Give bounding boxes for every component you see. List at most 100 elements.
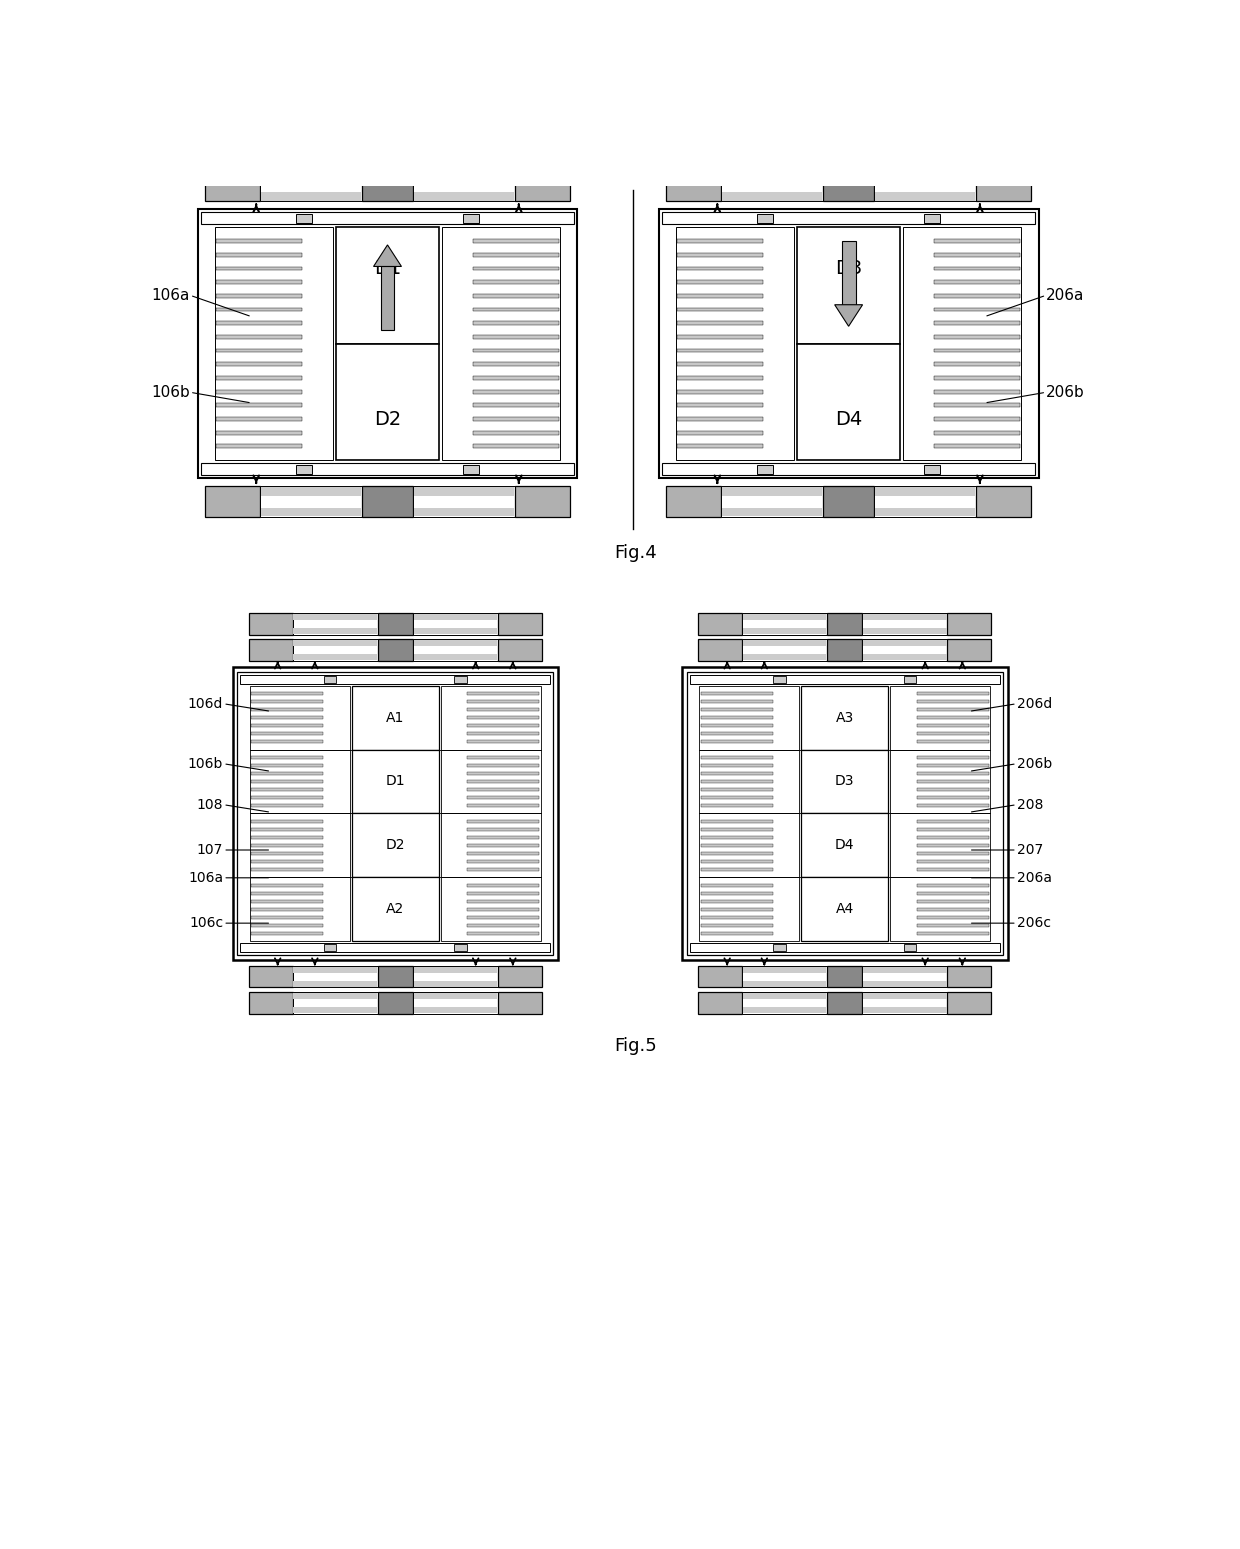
- Bar: [916, 781, 990, 782]
- Bar: [467, 819, 539, 823]
- Bar: [250, 796, 324, 799]
- Bar: [701, 692, 773, 696]
- Bar: [216, 445, 301, 448]
- Bar: [250, 788, 324, 792]
- Bar: [293, 967, 378, 987]
- Bar: [935, 308, 1021, 311]
- Bar: [464, 214, 479, 223]
- Bar: [666, 486, 720, 517]
- Bar: [743, 1007, 826, 1013]
- Bar: [935, 266, 1021, 271]
- Text: 206b: 206b: [1047, 384, 1085, 400]
- Text: 106c: 106c: [188, 915, 223, 929]
- Bar: [935, 252, 1021, 257]
- Bar: [947, 991, 991, 1013]
- Bar: [722, 486, 822, 496]
- Bar: [903, 228, 1022, 460]
- Bar: [890, 686, 991, 750]
- Bar: [467, 844, 539, 847]
- Bar: [464, 465, 479, 474]
- Bar: [414, 654, 497, 660]
- Bar: [250, 892, 324, 895]
- Bar: [935, 390, 1021, 393]
- Bar: [378, 991, 413, 1013]
- Bar: [935, 335, 1021, 339]
- Bar: [863, 967, 946, 973]
- Bar: [414, 627, 497, 634]
- Bar: [916, 692, 990, 696]
- Bar: [677, 445, 763, 448]
- Bar: [474, 390, 559, 393]
- Bar: [677, 417, 763, 421]
- Text: 106b: 106b: [151, 384, 190, 400]
- Bar: [467, 700, 539, 703]
- Bar: [497, 613, 542, 635]
- Bar: [916, 804, 990, 807]
- Bar: [823, 486, 874, 517]
- Bar: [947, 613, 991, 635]
- Bar: [701, 827, 773, 830]
- Bar: [467, 788, 539, 792]
- Bar: [250, 819, 324, 823]
- Bar: [916, 756, 990, 759]
- Bar: [293, 640, 378, 661]
- Bar: [206, 486, 260, 517]
- Text: D2: D2: [386, 838, 405, 852]
- Bar: [467, 915, 539, 919]
- Bar: [294, 654, 377, 660]
- Bar: [890, 750, 991, 813]
- Bar: [250, 692, 324, 696]
- Text: 206d: 206d: [1017, 697, 1052, 711]
- Text: 106a: 106a: [188, 871, 223, 884]
- Bar: [862, 967, 947, 987]
- Bar: [233, 668, 558, 960]
- Bar: [467, 852, 539, 855]
- Bar: [378, 640, 413, 661]
- Bar: [260, 486, 362, 517]
- Bar: [474, 280, 559, 283]
- Bar: [250, 708, 324, 711]
- Bar: [701, 804, 773, 807]
- Bar: [827, 991, 862, 1013]
- Bar: [874, 486, 976, 517]
- Bar: [250, 733, 324, 736]
- Bar: [294, 613, 377, 620]
- Bar: [682, 668, 1007, 960]
- Bar: [474, 362, 559, 366]
- Bar: [467, 764, 539, 767]
- Bar: [689, 943, 999, 953]
- Bar: [336, 228, 439, 344]
- Bar: [797, 344, 900, 460]
- Bar: [474, 321, 559, 325]
- Bar: [215, 228, 334, 460]
- Bar: [413, 613, 497, 635]
- Bar: [467, 908, 539, 911]
- Bar: [758, 465, 773, 474]
- Bar: [823, 170, 874, 201]
- Bar: [241, 675, 551, 685]
- Bar: [774, 943, 786, 951]
- Bar: [413, 991, 497, 1013]
- Bar: [827, 640, 862, 661]
- Bar: [916, 788, 990, 792]
- Bar: [842, 242, 856, 305]
- Bar: [904, 675, 916, 683]
- Bar: [216, 321, 301, 325]
- Bar: [701, 796, 773, 799]
- Bar: [381, 266, 394, 330]
- Bar: [916, 700, 990, 703]
- Bar: [250, 716, 324, 719]
- Bar: [677, 266, 763, 271]
- Bar: [250, 844, 324, 847]
- Bar: [241, 943, 551, 953]
- Bar: [474, 403, 559, 407]
- Text: D2: D2: [374, 410, 401, 429]
- Bar: [935, 403, 1021, 407]
- Bar: [677, 308, 763, 311]
- Bar: [413, 640, 497, 661]
- Bar: [467, 781, 539, 782]
- Bar: [467, 900, 539, 903]
- Bar: [216, 266, 301, 271]
- Bar: [976, 170, 1030, 201]
- Bar: [467, 716, 539, 719]
